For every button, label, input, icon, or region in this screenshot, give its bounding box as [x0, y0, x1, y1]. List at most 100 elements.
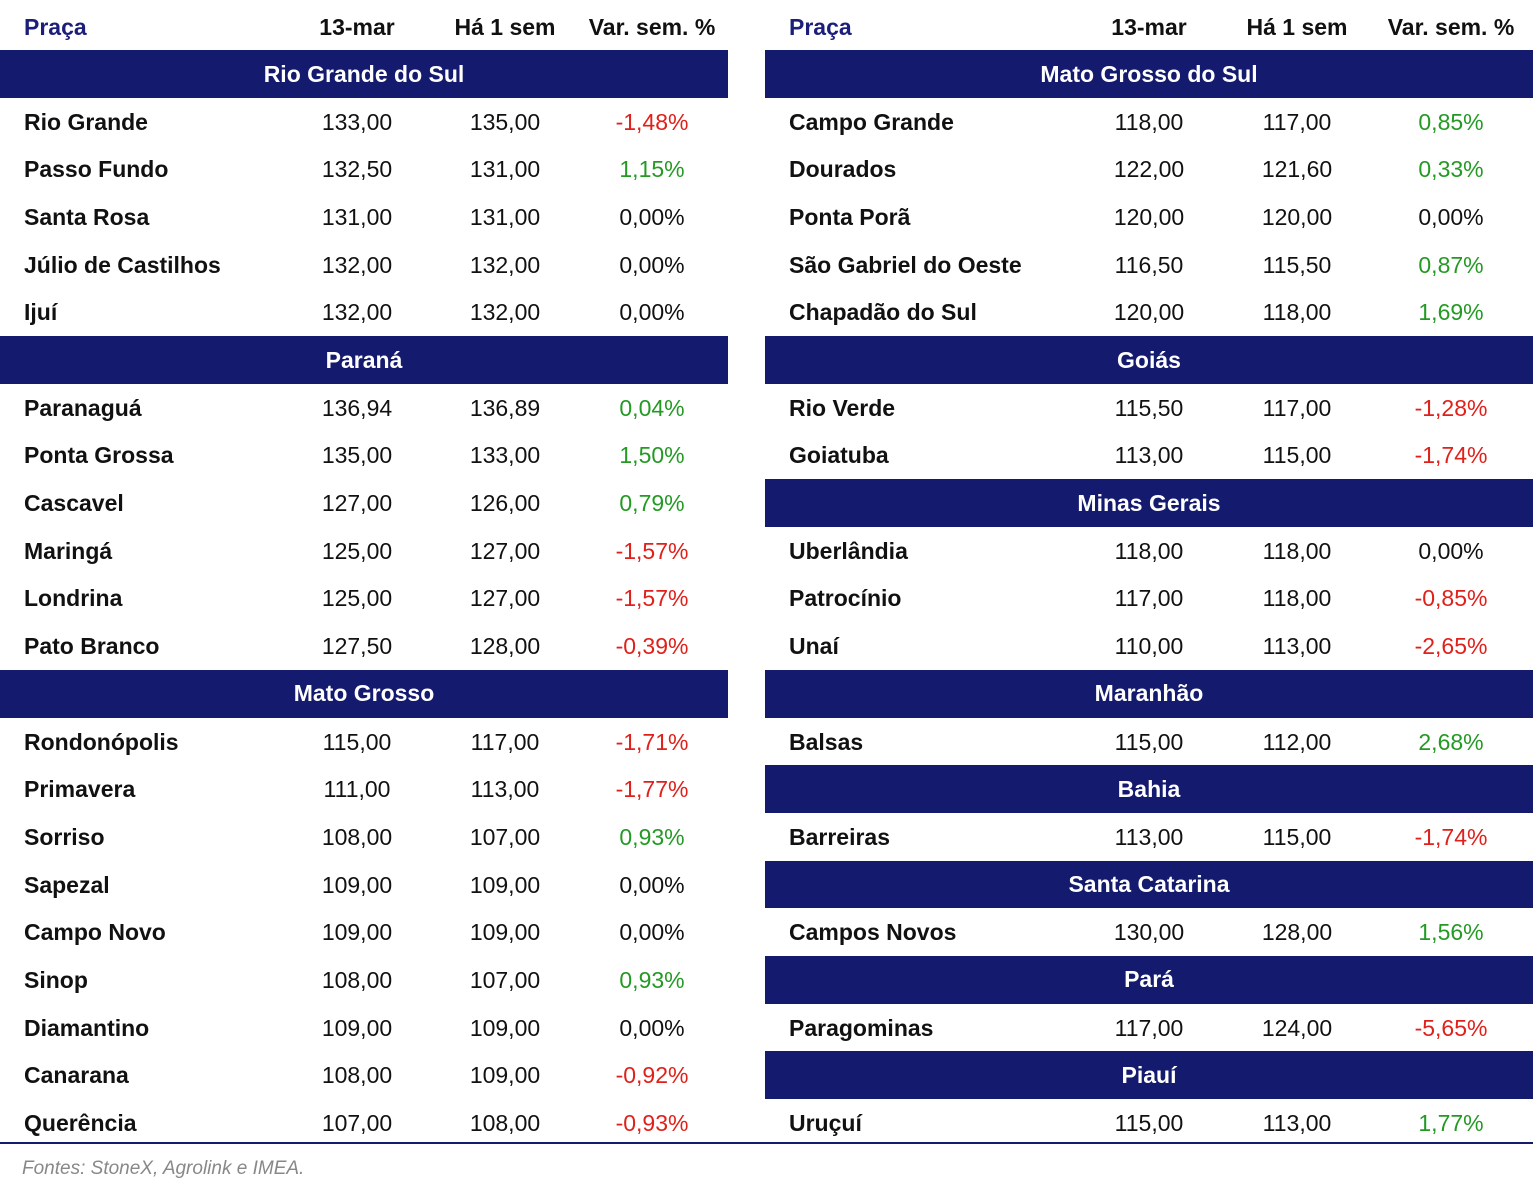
place-name: Balsas	[789, 728, 864, 755]
place-name: Canarana	[24, 1062, 129, 1089]
price: 115,00	[1114, 1109, 1184, 1136]
price: 107,00	[321, 1109, 393, 1136]
price: 117,00	[1262, 394, 1332, 421]
weekly-change: 0,00%	[619, 919, 685, 946]
place-name: Unaí	[789, 633, 839, 660]
column-header: 13-mar	[319, 14, 395, 40]
price: 132,00	[469, 299, 541, 326]
footer: Fontes: StoneX, Agrolink e IMEA.	[22, 1158, 305, 1179]
weekly-change: -1,28%	[1414, 394, 1488, 421]
weekly-change: 2,68%	[1418, 728, 1484, 755]
price: 126,00	[469, 490, 541, 517]
group-band	[765, 955, 1533, 1004]
price: 127,00	[469, 537, 541, 564]
price: 120,00	[1261, 204, 1333, 231]
price: 115,00	[322, 728, 392, 755]
column-header: 13-mar	[1111, 14, 1187, 40]
group-band	[0, 336, 728, 384]
place-name: Sapezal	[24, 871, 110, 898]
place-name: Uberlândia	[789, 537, 908, 564]
price: 108,00	[321, 966, 393, 993]
weekly-change: -5,65%	[1414, 1014, 1488, 1041]
group-band	[765, 336, 1533, 384]
price: 109,00	[469, 1062, 541, 1089]
place-name: Pato Branco	[24, 633, 160, 660]
price: 118,00	[1114, 108, 1184, 135]
place-name: Ijuí	[24, 299, 58, 326]
price: 113,00	[1262, 1109, 1332, 1136]
price: 127,00	[321, 490, 393, 517]
price: 117,00	[1114, 585, 1184, 612]
column-header: Var. sem. %	[588, 14, 716, 40]
price: 118,00	[1262, 537, 1332, 564]
column-header: Praça	[789, 14, 852, 40]
group-band	[765, 1051, 1533, 1099]
price: 116,50	[1114, 251, 1184, 278]
column-header: Praça	[24, 14, 87, 40]
column-header: Há 1 sem	[1246, 14, 1348, 40]
place-name: Ponta Porã	[789, 204, 911, 231]
price: 109,00	[469, 919, 541, 946]
price: 132,50	[321, 156, 393, 183]
group-title: Minas Gerais	[1077, 489, 1221, 516]
place-name: Goiatuba	[789, 442, 889, 469]
weekly-change: 0,93%	[619, 823, 685, 850]
weekly-change: 0,00%	[619, 1014, 685, 1041]
weekly-change: -1,57%	[615, 537, 689, 564]
price: 131,00	[469, 156, 541, 183]
group-band	[765, 50, 1533, 98]
group-title: Bahia	[1117, 775, 1181, 802]
weekly-change: 0,93%	[619, 966, 685, 993]
weekly-change: 0,00%	[619, 299, 685, 326]
weekly-change: 0,33%	[1418, 156, 1484, 183]
price: 109,00	[321, 871, 393, 898]
price: 110,00	[1114, 633, 1184, 660]
price: 120,00	[1113, 299, 1185, 326]
group-band	[0, 669, 728, 718]
group-band	[0, 50, 728, 98]
price: 113,00	[470, 776, 540, 803]
price: 135,00	[321, 442, 393, 469]
bottom-rule	[0, 1142, 1533, 1144]
weekly-change: 0,00%	[619, 204, 685, 231]
price: 109,00	[469, 871, 541, 898]
place-name: Rio Grande	[24, 108, 148, 135]
price: 108,00	[469, 1109, 541, 1136]
price: 124,00	[1261, 1014, 1333, 1041]
price: 108,00	[321, 823, 393, 850]
weekly-change: -1,48%	[615, 108, 689, 135]
price: 115,00	[1262, 442, 1332, 469]
weekly-change: 1,69%	[1418, 299, 1484, 326]
price: 112,00	[1262, 728, 1332, 755]
weekly-change: 1,56%	[1418, 919, 1484, 946]
group-title: Mato Grosso do Sul	[1040, 60, 1258, 87]
price: 115,00	[1114, 728, 1184, 755]
place-name: Diamantino	[24, 1014, 150, 1041]
column-header: Há 1 sem	[454, 14, 556, 40]
place-name: Uruçuí	[789, 1109, 862, 1136]
price: 132,00	[469, 251, 541, 278]
place-name: Chapadão do Sul	[789, 299, 977, 326]
price: 107,00	[469, 966, 541, 993]
group-title: Piauí	[1121, 1061, 1177, 1088]
price: 132,00	[321, 251, 393, 278]
group-band	[765, 479, 1533, 527]
price: 117,00	[1114, 1014, 1184, 1041]
weekly-change: 1,77%	[1418, 1109, 1484, 1136]
price: 111,00	[323, 776, 391, 803]
column-header: Var. sem. %	[1387, 14, 1515, 40]
price: 115,00	[1262, 823, 1332, 850]
weekly-change: -0,85%	[1414, 585, 1488, 612]
place-name: Cascavel	[24, 490, 124, 517]
price: 122,00	[1113, 156, 1185, 183]
group-band	[765, 860, 1533, 909]
weekly-change: -0,93%	[615, 1109, 689, 1136]
weekly-change: -1,74%	[1414, 442, 1488, 469]
price: 118,00	[1262, 585, 1332, 612]
group-title: Paraná	[325, 346, 403, 373]
price: 125,00	[321, 585, 393, 612]
place-name: Rondonópolis	[24, 728, 179, 755]
place-name: São Gabriel do Oeste	[789, 251, 1022, 278]
group-title: Santa Catarina	[1068, 871, 1230, 898]
